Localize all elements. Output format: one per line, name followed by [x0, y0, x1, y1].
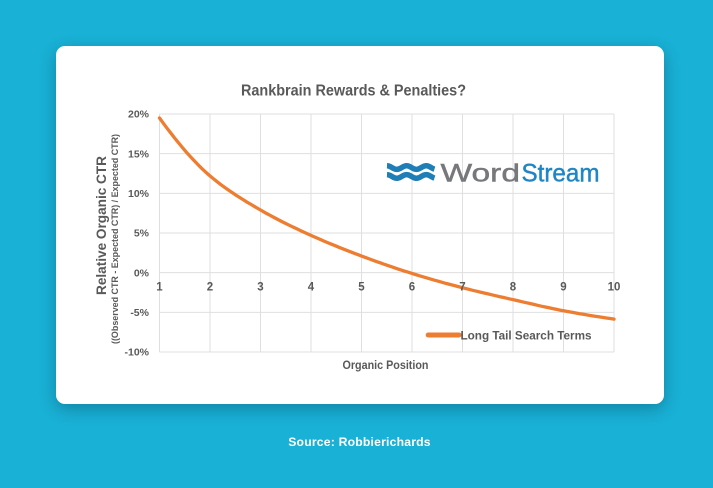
- svg-text:6: 6: [408, 282, 414, 294]
- svg-text:-5%: -5%: [130, 307, 149, 319]
- svg-text:10: 10: [607, 282, 620, 294]
- svg-text:Stream: Stream: [521, 160, 599, 188]
- svg-text:Rankbrain Rewards & Penalties?: Rankbrain Rewards & Penalties?: [241, 83, 466, 100]
- svg-text:8: 8: [509, 282, 516, 294]
- svg-text:-10%: -10%: [124, 347, 149, 359]
- svg-text:5%: 5%: [133, 228, 149, 240]
- svg-text:15%: 15%: [127, 148, 149, 160]
- svg-text:Word: Word: [440, 160, 520, 188]
- svg-text:10%: 10%: [127, 188, 149, 200]
- svg-text:2: 2: [206, 282, 212, 294]
- svg-text:9: 9: [560, 282, 566, 294]
- svg-text:7: 7: [459, 282, 465, 294]
- svg-text:5: 5: [358, 282, 365, 294]
- svg-text:0%: 0%: [133, 267, 149, 279]
- svg-text:Long Tail Search Terms: Long Tail Search Terms: [460, 328, 591, 342]
- svg-text:((Observed CTR - Expected CTR): ((Observed CTR - Expected CTR) / Expecte…: [110, 134, 120, 344]
- svg-text:Organic Position: Organic Position: [342, 360, 428, 372]
- svg-text:Relative Organic CTR: Relative Organic CTR: [93, 156, 109, 295]
- svg-text:1: 1: [156, 282, 163, 294]
- svg-text:3: 3: [257, 282, 263, 294]
- svg-text:20%: 20%: [127, 109, 149, 121]
- svg-text:4: 4: [307, 282, 314, 294]
